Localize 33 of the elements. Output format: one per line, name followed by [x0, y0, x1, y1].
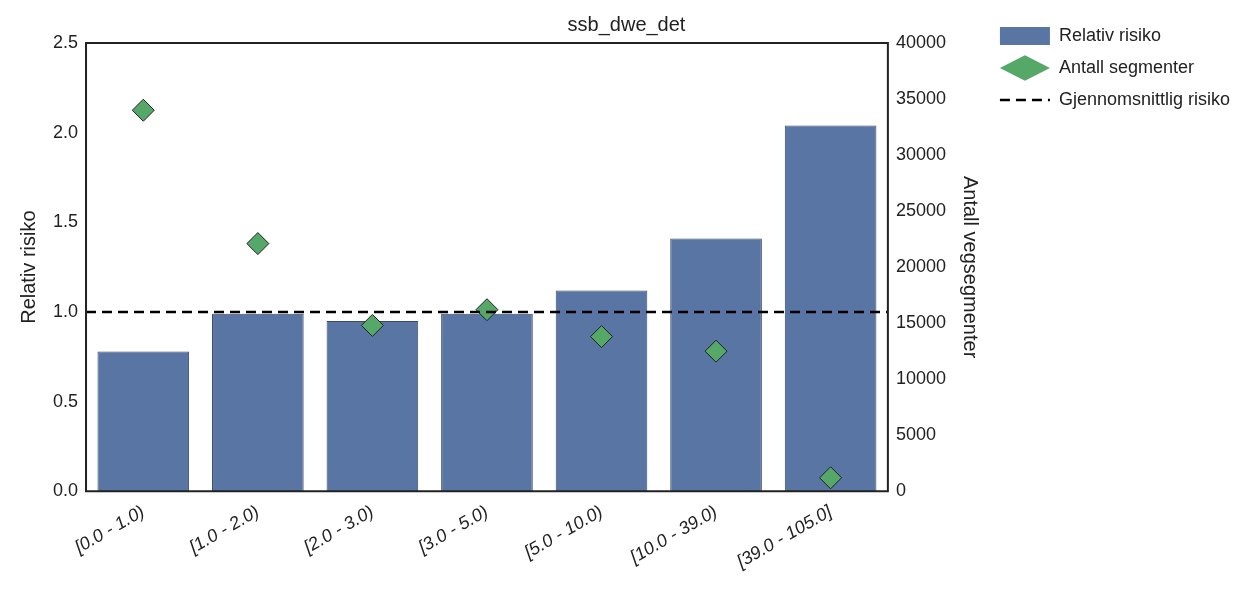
y-tick-label: 1.0 — [52, 300, 79, 321]
x-tick-label: [2.0 - 3.0) — [299, 501, 377, 558]
point — [704, 339, 728, 363]
legend-label: Antall segmenter — [1058, 56, 1195, 77]
y-tick-label: 0.5 — [52, 390, 79, 411]
point — [819, 466, 843, 490]
y2-tick-label: 35000 — [895, 88, 946, 108]
chart-title: ssb_dwe_det — [567, 12, 686, 36]
point — [246, 232, 270, 256]
y2-tick-label: 40000 — [895, 31, 946, 52]
legend-label: Gjennomsnittlig risiko — [1058, 88, 1230, 109]
x-tick-label: [5.0 - 10.0) — [519, 501, 607, 563]
y2-axis-title: Antall vegsegmenter — [960, 175, 983, 359]
point — [131, 98, 155, 122]
y-tick-label: 1.5 — [52, 211, 79, 232]
y2-tick-label: 0 — [895, 480, 906, 501]
y2-tick-label: 25000 — [895, 200, 946, 221]
point — [360, 313, 384, 337]
y-axis-title: Relativ risiko — [16, 210, 39, 324]
x-tick-label: [0.0 - 1.0) — [70, 501, 148, 558]
y-tick-label: 0.0 — [52, 480, 79, 501]
y-tick-label: 2.5 — [52, 31, 79, 52]
point — [590, 325, 614, 349]
y-tick-label: 2.0 — [52, 121, 79, 142]
x-tick-label: [3.0 - 5.0) — [413, 501, 492, 558]
y2-tick-label: 10000 — [895, 368, 946, 389]
y2-tick-label: 15000 — [895, 312, 946, 333]
legend-label: Relativ risiko — [1058, 24, 1161, 45]
y2-tick-label: 20000 — [895, 256, 946, 277]
x-tick-label: [1.0 - 2.0) — [184, 501, 263, 558]
y2-tick-label: 30000 — [895, 144, 946, 165]
y2-tick-label: 5000 — [895, 424, 936, 445]
point — [475, 298, 499, 322]
